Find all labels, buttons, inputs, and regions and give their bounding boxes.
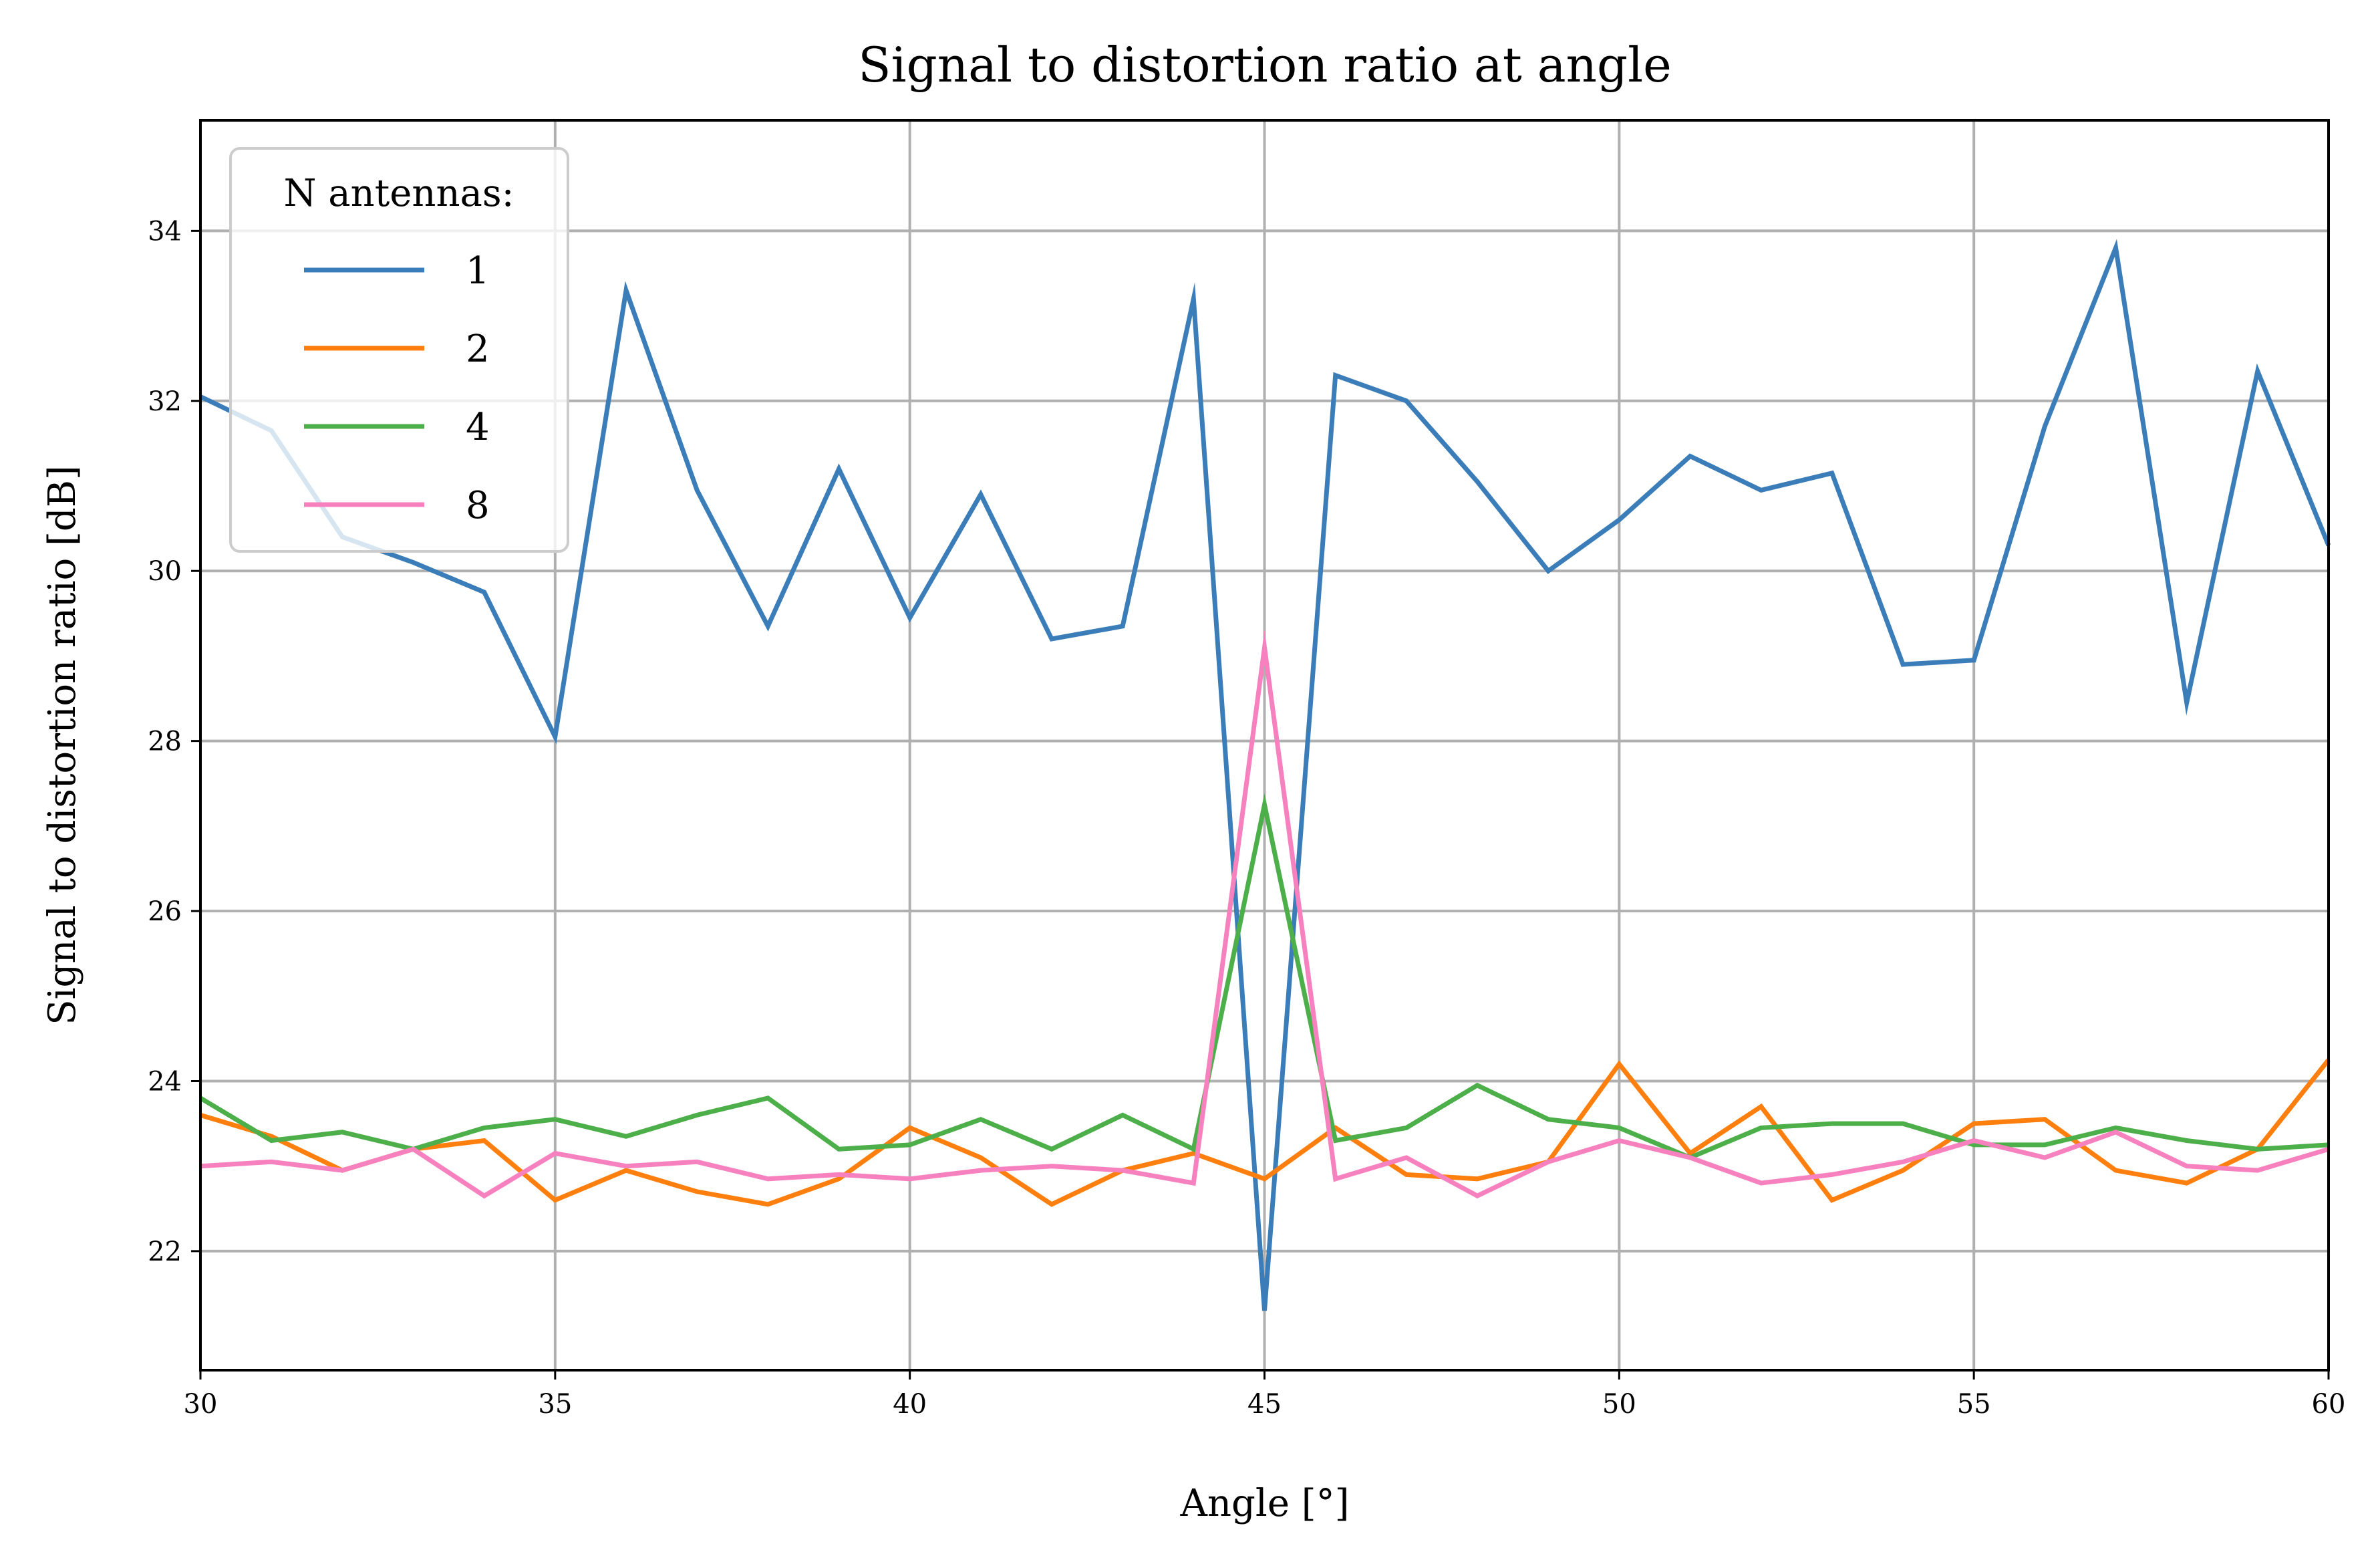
x-tick-label: 50 xyxy=(1602,1389,1636,1420)
y-tick-label: 22 xyxy=(148,1236,182,1267)
series-lines xyxy=(199,239,2331,1311)
series-4 xyxy=(199,793,2329,1160)
legend: N antennas: 1 2 4 8 xyxy=(229,147,569,553)
series-line-8 xyxy=(200,630,2330,1199)
legend-label-8: 8 xyxy=(466,484,490,527)
y-tick-label: 32 xyxy=(148,386,182,417)
y-tick-label: 28 xyxy=(148,727,182,757)
legend-title: N antennas: xyxy=(283,172,514,215)
y-tick-label: 26 xyxy=(148,896,182,927)
legend-entries: 1 2 4 8 xyxy=(304,249,490,527)
series-line-2 xyxy=(199,1058,2331,1207)
x-axis-label: Angle [°] xyxy=(1180,1482,1350,1525)
grid-lines xyxy=(199,120,2330,1370)
x-tick-label: 30 xyxy=(184,1389,218,1420)
legend-label-2: 2 xyxy=(466,328,490,371)
y-tick-label: 24 xyxy=(148,1066,182,1097)
legend-label-4: 4 xyxy=(466,406,490,449)
series-line-4 xyxy=(199,793,2329,1160)
y-tick-label: 30 xyxy=(148,556,182,587)
y-axis-label: Signal to distortion ratio [dB] xyxy=(41,465,84,1025)
x-tick-label: 60 xyxy=(2312,1389,2346,1420)
x-tick-label: 55 xyxy=(1957,1389,1991,1420)
y-tick-label: 34 xyxy=(148,216,182,247)
y-axis-ticks: 22 24 26 28 30 32 34 xyxy=(148,216,200,1267)
legend-label-1: 1 xyxy=(466,249,490,293)
series-1 xyxy=(199,239,2331,1311)
x-axis-ticks: 30 35 40 45 50 55 60 xyxy=(184,1370,2346,1420)
x-tick-label: 35 xyxy=(538,1389,572,1420)
chart-title: Signal to distortion ratio at angle xyxy=(858,37,1671,93)
x-tick-label: 40 xyxy=(893,1389,927,1420)
plot-area xyxy=(199,119,2331,1372)
series-line-1 xyxy=(199,239,2331,1311)
series-8 xyxy=(200,630,2330,1199)
series-2 xyxy=(199,1058,2331,1207)
x-tick-label: 45 xyxy=(1247,1389,1282,1420)
